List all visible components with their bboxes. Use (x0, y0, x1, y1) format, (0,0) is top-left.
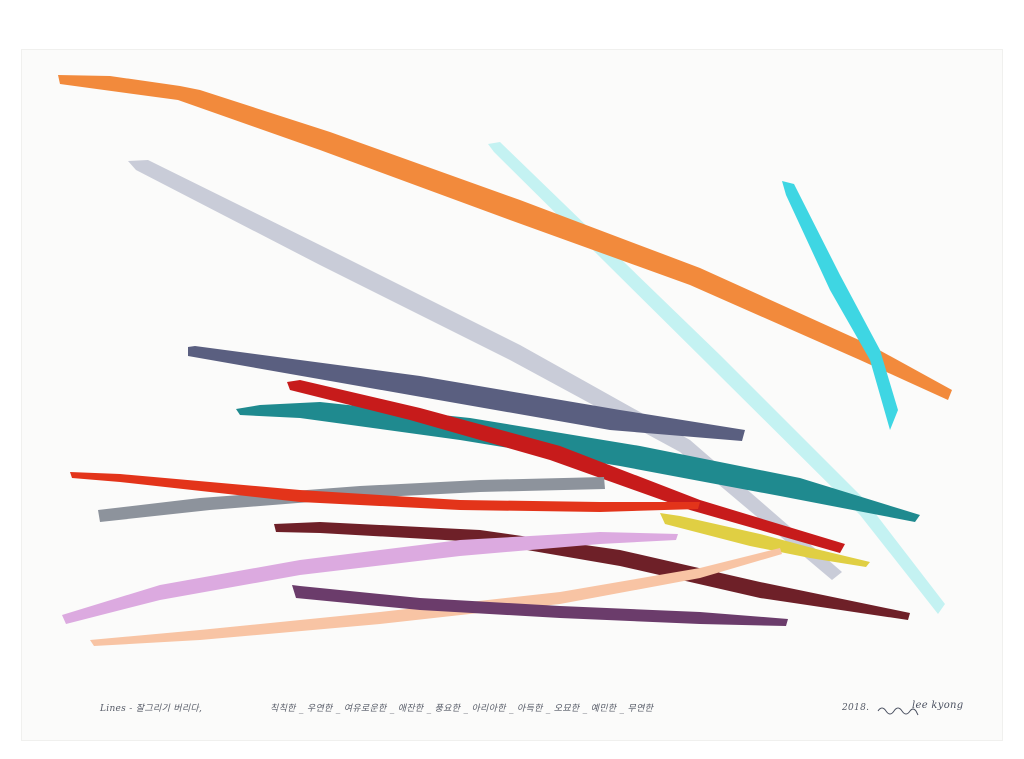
peach-stroke (90, 548, 782, 646)
pale-cyan-stroke (488, 142, 945, 614)
cyan-stroke (782, 181, 898, 430)
red-stroke (70, 472, 700, 512)
artwork-date: 2018. (842, 703, 870, 713)
signature-glyph (877, 707, 919, 716)
plum-stroke (292, 585, 788, 626)
maroon-stroke (274, 522, 910, 620)
slate-blue-stroke (188, 346, 745, 441)
teal-stroke (236, 402, 920, 522)
lavender-gray-stroke (128, 160, 842, 580)
lilac-stroke (62, 532, 678, 624)
artwork-adjectives: 칙칙한 _ 우연한 _ 여유로운한 _ 애잔한 _ 풍요한 _ 아리아한 _ 아… (270, 704, 654, 714)
yellow-stroke (660, 513, 870, 567)
gray-stroke (98, 477, 605, 522)
crimson-stroke (287, 380, 845, 553)
artwork-title: Lines - 잘그리기 버리다, (100, 704, 203, 714)
artist-signature: lee kyong (912, 700, 964, 711)
